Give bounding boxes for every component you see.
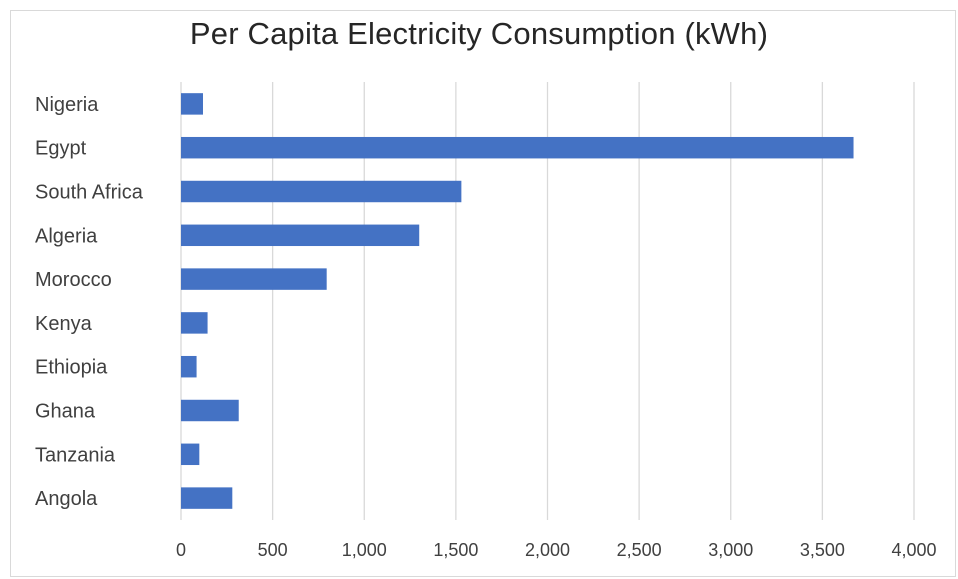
category-label: Egypt [35, 138, 87, 160]
x-tick-label: 3,500 [800, 540, 845, 560]
x-tick-label: 500 [258, 540, 288, 560]
bar-ghana [181, 400, 239, 421]
category-label: Algeria [35, 225, 98, 247]
bar-kenya [181, 312, 208, 333]
category-label: Ghana [35, 401, 96, 423]
bar-tanzania [181, 444, 199, 465]
x-tick-label: 4,000 [891, 540, 936, 560]
x-tick-labels: 0 500 1,000 1,500 2,000 2,500 3,000 3,500 4,000 [176, 540, 937, 560]
category-label: Ethiopia [35, 357, 108, 379]
category-labels: Nigeria Egypt South Africa Algeria Morocco Ke… [35, 94, 144, 510]
x-tick-label: 0 [176, 540, 186, 560]
bar-algeria [181, 225, 419, 246]
category-label: Kenya [35, 313, 93, 335]
x-tick-label: 3,000 [708, 540, 753, 560]
category-label: Angola [35, 488, 98, 510]
bars [181, 93, 854, 509]
x-tick-label: 1,000 [342, 540, 387, 560]
x-tick-label: 1,500 [433, 540, 478, 560]
bar-south-africa [181, 181, 461, 202]
bar-angola [181, 487, 232, 508]
category-label: South Africa [35, 182, 144, 204]
bar-ethiopia [181, 356, 197, 377]
category-label: Tanzania [35, 444, 116, 466]
category-label: Morocco [35, 269, 112, 291]
bar-nigeria [181, 93, 203, 114]
bar-egypt [181, 137, 854, 158]
x-tick-label: 2,500 [617, 540, 662, 560]
x-tick-label: 2,000 [525, 540, 570, 560]
bar-morocco [181, 268, 327, 289]
category-label: Nigeria [35, 94, 99, 116]
